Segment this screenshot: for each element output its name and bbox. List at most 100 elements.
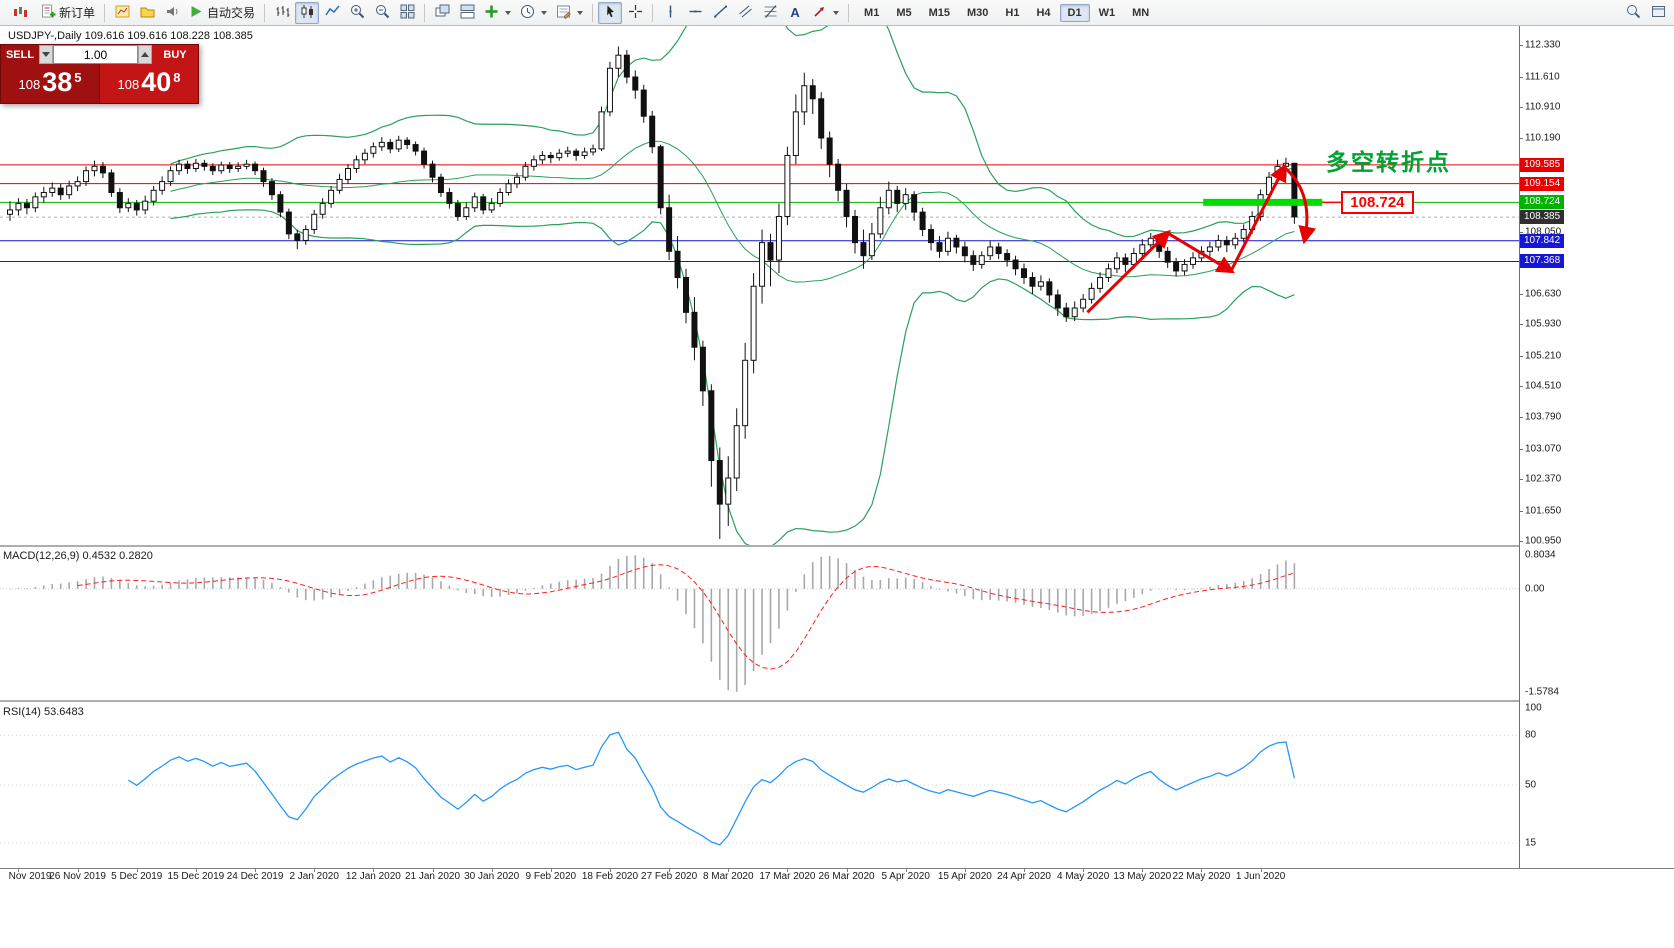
- price-tick-label: 101.650: [1525, 505, 1562, 517]
- timeframe-m15-button[interactable]: M15: [921, 4, 958, 22]
- date-label: 13 May 2020: [1113, 871, 1172, 882]
- date-tick-mark: [1142, 868, 1144, 872]
- toolbar: 新订单 自动交易 A M1 M5 M15 M30 H1 H: [0, 0, 1674, 26]
- new-order-button[interactable]: 新订单: [37, 2, 99, 24]
- timeframe-m5-button[interactable]: M5: [888, 4, 919, 22]
- price-tick-label: 103.070: [1525, 443, 1562, 455]
- profiles-folder-icon: [140, 4, 155, 22]
- date-label: 8 Mar 2020: [702, 871, 754, 882]
- price-tick-mark: [1519, 107, 1523, 109]
- toolbar-separator: [104, 3, 106, 22]
- sell-button[interactable]: SELL: [1, 45, 39, 64]
- price-line-badge: 109.154: [1520, 176, 1565, 191]
- tile-windows-button[interactable]: [395, 2, 419, 24]
- buy-price-display[interactable]: 108 40 8: [100, 64, 198, 103]
- zoom-out-button[interactable]: [370, 2, 394, 24]
- zoom-in-button[interactable]: [345, 2, 369, 24]
- date-label: 2 Jan 2020: [289, 871, 339, 882]
- volume-input[interactable]: [53, 45, 138, 64]
- timeframe-h4-button[interactable]: H4: [1028, 4, 1058, 22]
- price-tick-label: 104.510: [1525, 380, 1562, 392]
- timeframe-d1-button[interactable]: D1: [1059, 3, 1090, 22]
- indicators-button[interactable]: [480, 2, 515, 24]
- date-label: 5 Dec 2019: [111, 871, 163, 882]
- candles-layer: [7, 46, 1298, 539]
- search-button[interactable]: [1621, 2, 1645, 24]
- date-tick-mark: [314, 868, 316, 872]
- sell-price-display[interactable]: 108 38 5: [1, 64, 100, 103]
- text-tool-button[interactable]: A: [783, 2, 807, 24]
- periods-button[interactable]: [516, 2, 551, 24]
- new-chart-icon: [115, 4, 130, 22]
- timeframe-w1-button[interactable]: W1: [1091, 4, 1124, 22]
- sell-price-main: 38: [42, 67, 73, 97]
- panel-separator[interactable]: [0, 545, 1674, 547]
- volume-increase-button[interactable]: [138, 45, 152, 64]
- timeframe-h1-button[interactable]: H1: [997, 4, 1027, 22]
- macd-signal-line: [77, 564, 1295, 670]
- panel-separator[interactable]: [0, 700, 1674, 702]
- price-tick-mark: [1519, 45, 1523, 47]
- tile-horizontal-button[interactable]: [455, 2, 479, 24]
- date-label: 21 Jan 2020: [404, 871, 461, 882]
- timeframe-m1-button[interactable]: M1: [856, 4, 887, 22]
- templates-button[interactable]: [552, 2, 587, 24]
- date-tick-mark: [255, 868, 257, 872]
- price-callout-box[interactable]: 108.724: [1341, 191, 1414, 215]
- price-line-badge: 107.842: [1520, 233, 1565, 248]
- line-chart-mode-button[interactable]: [320, 2, 344, 24]
- date-tick-mark: [491, 868, 493, 872]
- price-tick-label: 110.910: [1525, 101, 1561, 113]
- date-label: 26 Mar 2020: [818, 871, 875, 882]
- alerts-button[interactable]: [160, 2, 184, 24]
- date-tick-mark: [1260, 868, 1262, 872]
- candlestick-mode-button[interactable]: [295, 1, 320, 24]
- bar-chart-mode-button[interactable]: [270, 2, 294, 24]
- timeframe-m30-button[interactable]: M30: [959, 4, 996, 22]
- horizontal-line-button[interactable]: [683, 2, 707, 24]
- price-tick-label: 112.330: [1525, 39, 1561, 51]
- new-chart-button[interactable]: [110, 2, 134, 24]
- channel-button[interactable]: [733, 2, 757, 24]
- main-chart-canvas[interactable]: [0, 26, 1519, 545]
- bar-chart-icon: [275, 4, 290, 22]
- rsi-tick-label: 100: [1525, 702, 1542, 714]
- trendline-button[interactable]: [708, 2, 732, 24]
- vertical-line-button[interactable]: [658, 2, 682, 24]
- bollinger-lower-line: [170, 209, 1295, 545]
- macd-indicator-label: MACD(12,26,9) 0.4532 0.2820: [3, 550, 153, 562]
- cascade-windows-button[interactable]: [430, 2, 454, 24]
- crosshair-button[interactable]: [623, 2, 647, 24]
- timeframe-mn-button[interactable]: MN: [1124, 4, 1157, 22]
- autotrading-label: 自动交易: [207, 6, 256, 20]
- buy-button[interactable]: BUY: [152, 45, 198, 64]
- arrows-tool-button[interactable]: [808, 2, 843, 24]
- price-tick-mark: [1519, 417, 1523, 419]
- price-tick-label: 105.210: [1525, 350, 1562, 361]
- app-icon: [4, 1, 36, 25]
- profiles-button[interactable]: [135, 2, 159, 24]
- date-label: 17 Mar 2020: [759, 871, 816, 882]
- macd-min-label: -1.5784: [1525, 686, 1559, 698]
- price-tick-mark: [1519, 386, 1523, 387]
- trend-arrows-layer[interactable]: [1086, 163, 1317, 314]
- cursor-button[interactable]: [598, 1, 623, 24]
- price-tick-label: 111.610: [1525, 71, 1560, 83]
- fibonacci-button[interactable]: [758, 2, 782, 24]
- volume-decrease-button[interactable]: [39, 45, 53, 64]
- macd-panel-canvas[interactable]: [0, 547, 1519, 700]
- price-tick-label: 102.370: [1525, 473, 1562, 485]
- date-tick-mark: [905, 868, 907, 872]
- green-zone-highlight[interactable]: [1203, 198, 1323, 206]
- rsi-panel-canvas[interactable]: [0, 702, 1519, 868]
- zoom-out-icon: [375, 4, 390, 22]
- window-layout-button[interactable]: [1646, 2, 1670, 24]
- crosshair-icon: [628, 4, 643, 22]
- date-label: 24 Apr 2020: [997, 871, 1051, 882]
- date-axis[interactable]: [0, 868, 1674, 884]
- price-tick-label: 103.790: [1525, 411, 1562, 423]
- autotrading-button[interactable]: 自动交易: [185, 2, 259, 24]
- date-label: 5 Apr 2020: [881, 871, 930, 882]
- date-label: 18 Feb 2020: [581, 871, 639, 882]
- trade-panel-prices: 108 38 5 108 40 8: [1, 64, 198, 103]
